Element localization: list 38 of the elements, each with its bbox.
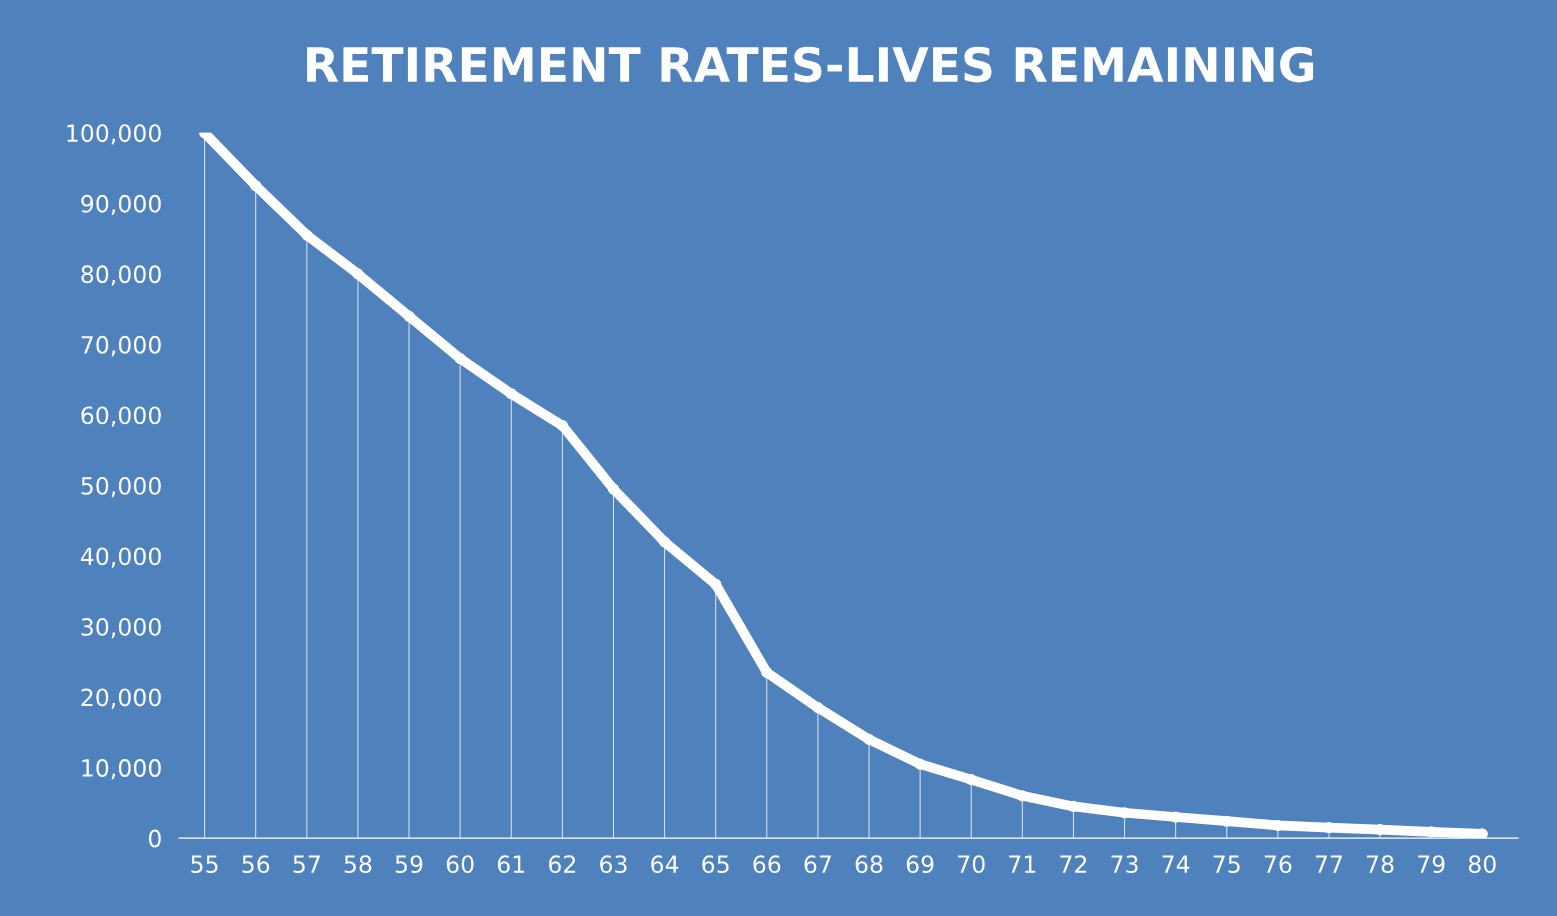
chart-title: RETIREMENT RATES-LIVES REMAINING bbox=[307, 46, 1314, 83]
y-tick-label: 100,000 bbox=[67, 124, 161, 145]
x-tick-label: 68 bbox=[855, 855, 883, 874]
x-tick-label: 78 bbox=[1367, 855, 1394, 874]
x-tick-label: 64 bbox=[651, 855, 679, 874]
y-tick-label: 20,000 bbox=[81, 688, 161, 709]
y-tick-label: 60,000 bbox=[81, 406, 161, 427]
x-tick-label: 67 bbox=[804, 855, 831, 874]
x-tick-label: 75 bbox=[1213, 855, 1240, 874]
x-tick-label: 56 bbox=[242, 855, 270, 874]
x-tick-label: 66 bbox=[753, 855, 781, 874]
x-tick-label: 62 bbox=[548, 855, 576, 874]
y-tick-label: 10,000 bbox=[82, 759, 161, 780]
x-tick-label: 77 bbox=[1315, 855, 1342, 873]
x-tick-label: 79 bbox=[1418, 855, 1445, 874]
x-tick-label: 55 bbox=[191, 855, 218, 874]
x-tick-label: 65 bbox=[702, 855, 729, 874]
y-tick-label: 80,000 bbox=[81, 265, 161, 286]
x-tick-label: 61 bbox=[497, 855, 525, 874]
x-tick-label: 59 bbox=[395, 855, 423, 874]
y-tick-label: 30,000 bbox=[81, 617, 161, 639]
x-tick-label: 60 bbox=[446, 855, 474, 874]
y-tick-label: 70,000 bbox=[81, 335, 161, 357]
x-tick-label: 74 bbox=[1162, 855, 1190, 873]
y-tick-label: 0 bbox=[148, 829, 161, 848]
x-tick-label: 58 bbox=[344, 855, 372, 874]
x-tick-label: 69 bbox=[906, 855, 934, 874]
x-tick-label: 73 bbox=[1111, 855, 1138, 874]
x-tick-label: 76 bbox=[1264, 855, 1292, 874]
x-tick-label: 57 bbox=[293, 855, 320, 874]
x-tick-label: 80 bbox=[1468, 855, 1496, 874]
x-tick-label: 72 bbox=[1060, 855, 1087, 873]
x-tick-label: 63 bbox=[600, 855, 627, 874]
x-tick-label: 70 bbox=[958, 855, 985, 874]
y-tick-label: 40,000 bbox=[80, 547, 161, 568]
y-tick-label: 50,000 bbox=[81, 476, 161, 498]
y-tick-label: 90,000 bbox=[81, 194, 161, 216]
x-tick-label: 71 bbox=[1009, 855, 1036, 873]
